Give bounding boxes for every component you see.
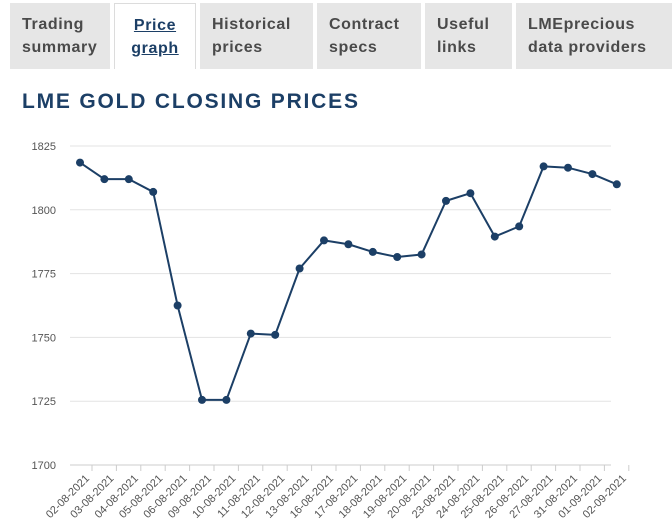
series-layer	[76, 158, 621, 404]
tab-label-line2: graph	[131, 40, 179, 57]
tab-bar: Trading summary Price graph Historical p…	[0, 0, 672, 70]
tab-label-line1: Contract	[329, 16, 400, 33]
y-tick-label-1700: 1700	[32, 460, 56, 472]
data-point	[76, 158, 84, 167]
tab-label-line2: links	[437, 39, 477, 56]
y-tick-label-1775: 1775	[32, 269, 56, 281]
series-line	[79, 161, 618, 401]
chart-title: LME GOLD CLOSING PRICES	[22, 90, 360, 113]
tab-label-line2: prices	[212, 39, 263, 56]
y-tick-label-1725: 1725	[32, 396, 56, 408]
data-point	[564, 163, 572, 172]
tab-trading-summary[interactable]: Trading summary	[10, 3, 110, 69]
data-point	[442, 196, 450, 205]
data-point	[612, 180, 621, 189]
data-point	[417, 250, 426, 259]
data-point	[149, 187, 158, 196]
data-point	[539, 162, 548, 171]
tab-price-graph[interactable]: Price graph	[114, 3, 196, 69]
data-point	[295, 264, 304, 273]
data-point	[222, 395, 231, 404]
y-tick-label-1800: 1800	[32, 205, 56, 217]
data-point	[588, 170, 597, 179]
tab-label-line1: Historical	[212, 16, 291, 33]
data-point	[515, 222, 524, 231]
tab-label-line2: summary	[22, 39, 98, 56]
chart-axes	[70, 464, 630, 471]
grid-lines	[70, 145, 611, 402]
data-point	[466, 189, 475, 198]
y-axis-ticks: 1700 1725 1750 1775 1800 1825	[32, 141, 56, 472]
data-point	[490, 232, 499, 241]
tab-label-line1: Trading	[22, 16, 84, 33]
tab-contract-specs[interactable]: Contract specs	[317, 3, 421, 69]
tab-label-line1: Useful	[437, 16, 490, 33]
data-point	[271, 330, 280, 339]
tab-label-line1: LMEprecious	[528, 16, 636, 33]
data-point	[173, 301, 182, 310]
data-point	[368, 247, 377, 256]
tab-historical-prices[interactable]: Historical prices	[200, 3, 313, 69]
data-point	[344, 240, 353, 249]
x-axis-ticks: 02-08-202103-08-202104-08-202105-08-2021…	[44, 473, 629, 521]
tab-label-line2: data providers	[528, 39, 647, 56]
data-point	[320, 236, 328, 245]
data-point	[246, 329, 255, 338]
data-point	[124, 175, 133, 184]
y-tick-label-1825: 1825	[32, 141, 56, 153]
tab-useful-links[interactable]: Useful links	[425, 3, 512, 69]
data-point	[393, 253, 402, 262]
tab-label-line2: specs	[329, 39, 378, 56]
data-point	[100, 175, 109, 184]
y-tick-label-1750: 1750	[32, 332, 56, 344]
tab-label-line1: Price	[133, 17, 177, 34]
data-point	[198, 395, 206, 404]
tab-lmeprecious-data-providers[interactable]: LMEprecious data providers	[516, 3, 672, 69]
